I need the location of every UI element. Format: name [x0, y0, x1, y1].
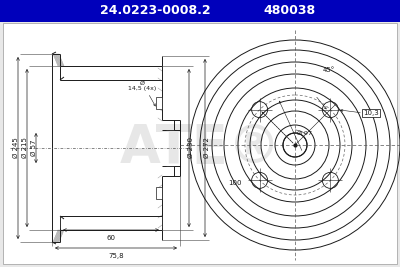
Text: Ø 272: Ø 272	[204, 138, 210, 158]
Text: 75,8: 75,8	[108, 253, 124, 259]
Text: 45°: 45°	[323, 67, 335, 73]
Text: Ø 245: Ø 245	[13, 138, 19, 158]
Text: 480038: 480038	[264, 5, 316, 18]
Text: Ø 215: Ø 215	[22, 138, 28, 158]
Text: Ø 97: Ø 97	[297, 131, 312, 135]
Bar	[156, 187, 162, 199]
Text: 10,3: 10,3	[363, 110, 379, 116]
Text: Ø 230: Ø 230	[188, 138, 194, 159]
Text: ATE®: ATE®	[119, 122, 281, 174]
Bar	[156, 97, 162, 109]
Text: 100: 100	[228, 180, 242, 186]
Text: Ø 57: Ø 57	[31, 140, 37, 156]
Text: 60: 60	[106, 235, 116, 241]
Text: Ø
14,5 (4x): Ø 14,5 (4x)	[128, 81, 156, 91]
Bar	[0, 0, 400, 22]
Text: 24.0223-0008.2: 24.0223-0008.2	[100, 5, 210, 18]
